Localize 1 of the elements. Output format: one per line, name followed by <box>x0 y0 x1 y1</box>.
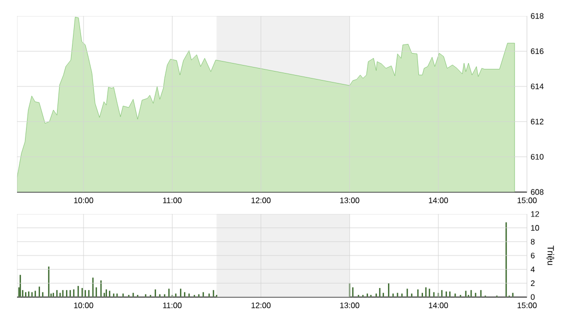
y-axis-title: Triệu <box>546 246 554 265</box>
